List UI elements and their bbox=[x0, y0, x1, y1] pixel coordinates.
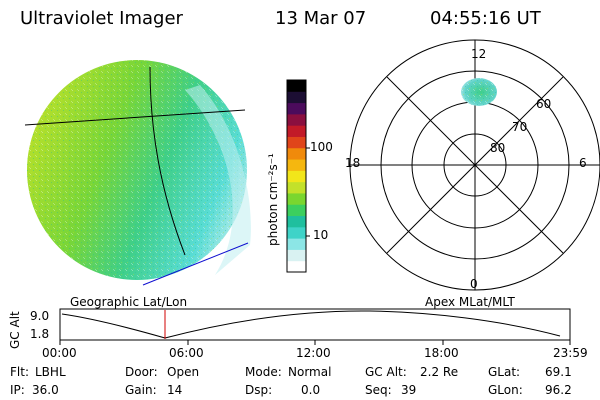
colorbar-segment bbox=[287, 125, 306, 137]
timeline-xtick-1800: 18:00 bbox=[424, 346, 459, 360]
terminator-line bbox=[142, 242, 249, 286]
timeline-ytick-min: 1.8 bbox=[30, 327, 50, 341]
mode-label: Mode: bbox=[245, 365, 282, 379]
glat-value: 69.1 bbox=[545, 365, 572, 379]
geographic-meridian-line bbox=[149, 66, 186, 256]
ip-label: IP: bbox=[10, 383, 25, 397]
colorbar-tick-100: 100 bbox=[310, 140, 333, 154]
ip-value: 36.0 bbox=[32, 383, 59, 397]
flt-label: Flt: bbox=[10, 365, 29, 379]
timeline-xtick-0600: 06:00 bbox=[169, 346, 204, 360]
mlt-label-0: 0 bbox=[470, 277, 478, 291]
seq-label: Seq: bbox=[365, 383, 392, 397]
mlat-label-70: 70 bbox=[512, 120, 528, 134]
mode-value: Normal bbox=[288, 365, 332, 379]
colorbar-unit-label: photon cm⁻²s⁻¹ bbox=[266, 153, 280, 246]
colorbar-segment bbox=[287, 204, 306, 217]
observation-time: 04:55:16 UT bbox=[430, 8, 541, 29]
colorbar-segment bbox=[287, 226, 306, 239]
seq-value: 39 bbox=[401, 383, 417, 397]
colorbar-segment bbox=[287, 238, 306, 250]
door-label: Door: bbox=[125, 365, 158, 379]
geographic-latitude-line bbox=[24, 109, 246, 126]
dsp-value: 0.0 bbox=[301, 383, 321, 397]
colorbar-segment bbox=[287, 215, 306, 228]
timeline-ytick-max: 9.0 bbox=[30, 309, 50, 323]
earth-uv-image bbox=[24, 60, 251, 286]
door-value: Open bbox=[167, 365, 200, 379]
altitude-curve bbox=[61, 310, 561, 339]
colorbar-segment bbox=[287, 249, 306, 262]
flt-value: LBHL bbox=[35, 365, 66, 379]
colorbar-segment bbox=[287, 192, 306, 205]
timeline-xtick-2359: 23:59 bbox=[553, 346, 588, 360]
gc-alt-timeline bbox=[59, 308, 571, 345]
observation-date: 13 Mar 07 bbox=[275, 8, 367, 29]
instrument-title: Ultraviolet Imager bbox=[20, 8, 183, 29]
colorbar-segment bbox=[287, 136, 306, 149]
timeline-ylabel: GC Alt bbox=[8, 311, 22, 349]
gain-value: 14 bbox=[167, 383, 183, 397]
mlt-label-18: 18 bbox=[345, 156, 361, 170]
timeline-xtick-0000: 00:00 bbox=[42, 346, 77, 360]
glon-label: GLon: bbox=[488, 383, 523, 397]
polar-mlat-mlt-plot bbox=[349, 39, 600, 291]
colorbar-segment bbox=[287, 102, 306, 115]
polar-aurora-spot bbox=[461, 78, 497, 106]
gcalt-value: 2.2 Re bbox=[420, 365, 459, 379]
glat-label: GLat: bbox=[488, 365, 521, 379]
colorbar-segment bbox=[287, 91, 306, 104]
right-panel-caption: Apex MLat/MLT bbox=[425, 295, 515, 309]
mlt-label-12: 12 bbox=[471, 47, 487, 61]
glon-value: 96.2 bbox=[545, 383, 572, 397]
colorbar-segment bbox=[287, 113, 306, 126]
mlat-label-60: 60 bbox=[536, 97, 552, 111]
colorbar-segment bbox=[287, 159, 306, 171]
colorbar-segment bbox=[287, 181, 306, 194]
colorbar-tick-10: 10 bbox=[313, 228, 329, 242]
timeline-xtick-1200: 12:00 bbox=[296, 346, 331, 360]
colorbar-segment bbox=[287, 260, 306, 273]
dsp-label: Dsp: bbox=[245, 383, 273, 397]
mlat-label-80: 80 bbox=[490, 141, 506, 155]
colorbar-segment bbox=[287, 170, 306, 183]
left-panel-caption: Geographic Lat/Lon bbox=[70, 295, 188, 309]
mlt-label-6: 6 bbox=[579, 156, 587, 170]
gcalt-label: GC Alt: bbox=[365, 365, 407, 379]
gain-label: Gain: bbox=[125, 383, 157, 397]
colorbar-frame bbox=[286, 79, 307, 273]
colorbar-segment bbox=[287, 147, 306, 160]
colorbar-segment bbox=[287, 80, 306, 92]
intensity-colorbar bbox=[286, 79, 310, 273]
